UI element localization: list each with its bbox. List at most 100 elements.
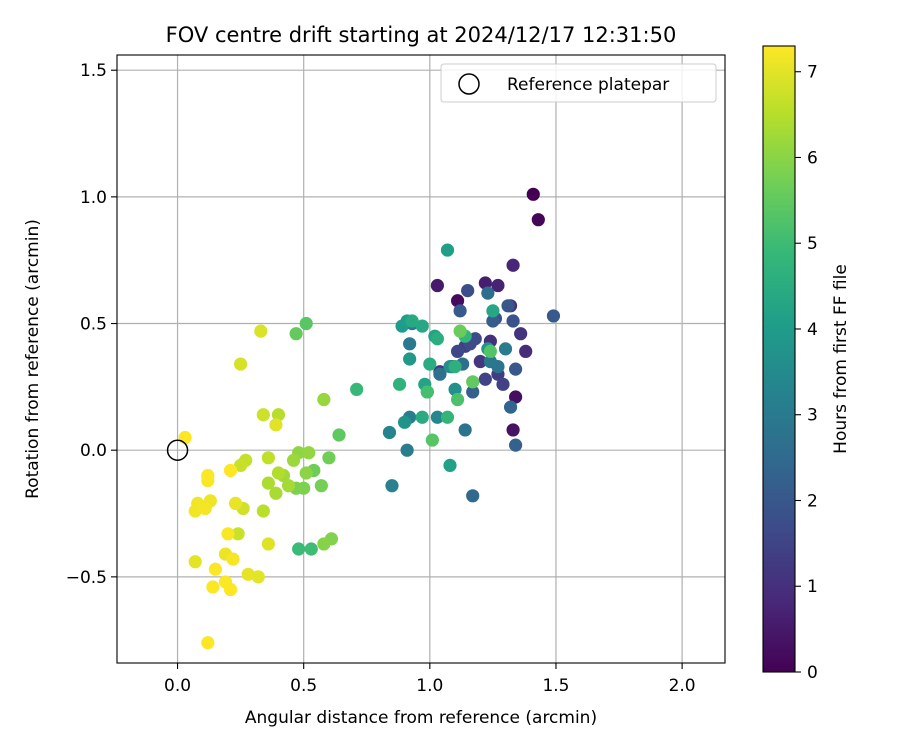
data-point — [403, 337, 417, 351]
data-point — [256, 408, 270, 422]
data-point — [450, 344, 465, 358]
reference-platepar-marker — [166, 439, 189, 461]
data-point — [453, 324, 467, 338]
data-point — [531, 213, 545, 227]
data-point — [223, 463, 238, 478]
data-point — [450, 294, 465, 308]
data-point — [430, 332, 444, 346]
data-point — [289, 327, 303, 341]
y-tick-label: 1.5 — [80, 61, 107, 81]
data-point — [415, 319, 429, 333]
data-point — [420, 385, 434, 399]
data-point — [271, 408, 286, 422]
x-tick-label: 1.5 — [542, 676, 569, 696]
data-point — [208, 562, 222, 576]
data-point — [483, 354, 497, 369]
data-point — [466, 385, 480, 399]
data-point — [526, 187, 540, 201]
x-axis-label: Angular distance from reference (arcmin) — [245, 708, 597, 728]
y-tick-label: 0.5 — [80, 315, 107, 335]
data-point — [223, 582, 238, 597]
data-point — [453, 304, 467, 318]
data-point — [496, 377, 510, 391]
data-point — [206, 580, 220, 594]
data-point — [440, 243, 455, 257]
y-tick-label: 1.0 — [80, 188, 107, 208]
data-point — [286, 453, 301, 467]
data-point — [546, 309, 561, 323]
data-point — [448, 360, 462, 374]
colorbar-tick-label: 0 — [807, 663, 818, 683]
data-point — [241, 567, 255, 581]
data-point — [201, 468, 215, 483]
data-point — [458, 423, 472, 437]
data-point — [486, 314, 500, 328]
colorbar: 0 1 2 3 4 5 6 7 Hours from first FF file — [762, 45, 851, 683]
data-point — [440, 410, 455, 424]
x-tick-label: 2.0 — [669, 676, 696, 696]
data-point — [506, 423, 520, 437]
data-point — [261, 537, 275, 551]
data-point — [392, 377, 407, 391]
data-point — [188, 555, 202, 569]
data-point — [503, 400, 518, 414]
data-point — [498, 342, 513, 356]
data-point — [302, 446, 316, 460]
y-tick-label: 0.0 — [80, 441, 107, 461]
data-point — [443, 458, 457, 472]
data-point — [332, 428, 346, 442]
data-point — [423, 357, 437, 371]
legend: Reference platepar — [440, 63, 717, 103]
x-axis-ticks: 0.0 0.5 1.0 1.5 2.0 — [164, 663, 696, 696]
data-point — [292, 542, 306, 556]
data-point — [506, 314, 520, 328]
data-point — [382, 425, 397, 440]
data-point — [425, 433, 439, 447]
data-point — [314, 479, 328, 493]
data-point — [509, 362, 523, 376]
data-point — [385, 479, 399, 493]
data-point — [234, 458, 248, 472]
x-tick-label: 0.5 — [290, 676, 317, 696]
colorbar-tick-label: 1 — [807, 577, 818, 597]
grid-lines — [117, 55, 725, 663]
colorbar-tick-label: 2 — [807, 491, 818, 511]
data-point — [299, 466, 313, 480]
data-point — [269, 418, 283, 432]
data-point — [405, 314, 419, 328]
colorbar-tick-label: 3 — [807, 406, 818, 426]
data-point — [403, 352, 417, 366]
data-point — [299, 316, 313, 331]
data-point — [519, 344, 533, 358]
data-point — [317, 537, 331, 551]
y-axis-ticks: −0.5 0.0 0.5 1.0 1.5 — [66, 61, 117, 588]
legend-entry-reference-platepar: Reference platepar — [507, 75, 669, 95]
colorbar-tick-label: 7 — [807, 63, 818, 83]
x-tick-label: 1.0 — [416, 676, 443, 696]
data-point — [251, 570, 265, 584]
data-point — [481, 286, 495, 300]
y-tick-label: −0.5 — [66, 568, 107, 588]
data-point — [226, 552, 240, 566]
data-point — [178, 430, 192, 445]
data-point — [448, 382, 462, 396]
colorbar-ticks: 0 1 2 3 4 5 6 7 — [795, 63, 818, 683]
data-point — [188, 504, 202, 518]
data-point — [514, 327, 528, 341]
data-point — [271, 466, 286, 480]
colorbar-tick-label: 4 — [807, 320, 818, 340]
data-point — [483, 344, 497, 358]
colorbar-tick-label: 6 — [807, 148, 818, 168]
data-point — [466, 375, 480, 389]
data-point — [433, 367, 447, 381]
data-point — [350, 382, 364, 396]
data-point — [234, 357, 248, 371]
data-point — [398, 415, 412, 429]
data-point — [201, 636, 215, 650]
data-point — [322, 451, 336, 465]
data-point — [254, 324, 268, 338]
data-point — [317, 392, 331, 407]
data-point — [430, 278, 444, 293]
y-axis-label: Rotation from reference (arcmin) — [23, 219, 43, 499]
data-point — [466, 489, 480, 503]
